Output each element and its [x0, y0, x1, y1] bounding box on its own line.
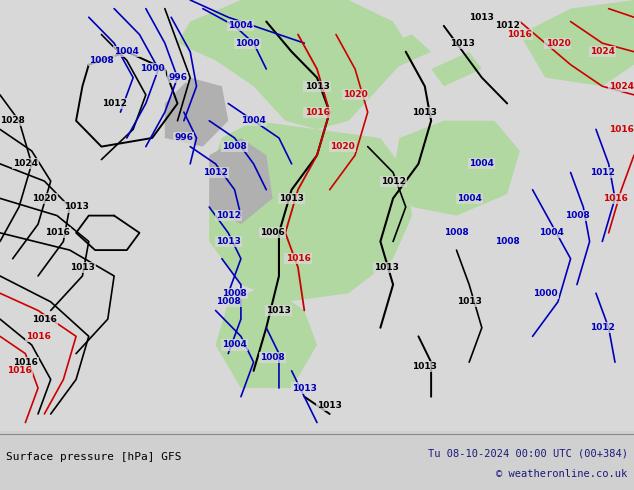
Text: 1013: 1013 — [304, 82, 330, 91]
Text: 1013: 1013 — [63, 202, 89, 212]
Polygon shape — [216, 285, 317, 388]
Text: 1016: 1016 — [507, 30, 533, 39]
Text: 1012: 1012 — [495, 22, 520, 30]
Text: 1006: 1006 — [260, 228, 285, 237]
Text: 1013: 1013 — [374, 263, 399, 272]
Text: 1008: 1008 — [444, 228, 469, 237]
Text: 996: 996 — [174, 133, 193, 143]
Polygon shape — [209, 138, 273, 224]
Text: 1024: 1024 — [13, 159, 38, 169]
Text: 1016: 1016 — [609, 125, 634, 134]
Text: 1012: 1012 — [380, 176, 406, 186]
Text: 1013: 1013 — [70, 263, 95, 272]
Text: 1008: 1008 — [89, 56, 114, 65]
Text: 1020: 1020 — [32, 194, 57, 203]
Text: 1020: 1020 — [545, 39, 571, 48]
Text: 1020: 1020 — [330, 142, 355, 151]
Text: 1012: 1012 — [101, 99, 127, 108]
Text: 1008: 1008 — [564, 211, 590, 220]
Text: 1020: 1020 — [342, 90, 368, 99]
Polygon shape — [393, 121, 520, 216]
Text: 1008: 1008 — [222, 289, 247, 298]
Polygon shape — [178, 0, 412, 129]
Text: 1000: 1000 — [235, 39, 259, 48]
Text: 1004: 1004 — [241, 116, 266, 125]
Polygon shape — [431, 52, 482, 86]
Text: 1004: 1004 — [456, 194, 482, 203]
Text: 1012: 1012 — [216, 211, 241, 220]
Text: Tu 08-10-2024 00:00 UTC (00+384): Tu 08-10-2024 00:00 UTC (00+384) — [428, 448, 628, 458]
Text: 1024: 1024 — [590, 47, 615, 56]
Text: 1013: 1013 — [292, 384, 317, 392]
Polygon shape — [209, 121, 412, 302]
Text: 1004: 1004 — [228, 22, 254, 30]
Polygon shape — [165, 77, 228, 147]
Text: 1016: 1016 — [25, 332, 51, 341]
Text: 1016: 1016 — [304, 108, 330, 117]
Text: 1013: 1013 — [412, 108, 437, 117]
Polygon shape — [520, 0, 634, 86]
Text: 1008: 1008 — [260, 353, 285, 363]
Text: 1024: 1024 — [609, 82, 634, 91]
Text: 1016: 1016 — [6, 367, 32, 375]
Text: 996: 996 — [168, 73, 187, 82]
Text: 1013: 1013 — [279, 194, 304, 203]
Text: 1000: 1000 — [140, 65, 164, 74]
Text: 1028: 1028 — [0, 116, 25, 125]
Polygon shape — [368, 34, 431, 69]
Text: 1004: 1004 — [114, 47, 139, 56]
Text: © weatheronline.co.uk: © weatheronline.co.uk — [496, 469, 628, 479]
Text: 1016: 1016 — [44, 228, 70, 237]
Text: 1008: 1008 — [222, 142, 247, 151]
Text: 1004: 1004 — [222, 341, 247, 349]
Text: 1004: 1004 — [469, 159, 495, 169]
Text: 1012: 1012 — [590, 323, 615, 332]
Text: 1016: 1016 — [602, 194, 628, 203]
Text: 1000: 1000 — [533, 289, 557, 298]
Text: 1012: 1012 — [590, 168, 615, 177]
Text: 1004: 1004 — [539, 228, 564, 237]
Text: 1013: 1013 — [450, 39, 476, 48]
Text: 1016: 1016 — [13, 358, 38, 367]
Text: 1013: 1013 — [266, 306, 292, 315]
Text: Surface pressure [hPa] GFS: Surface pressure [hPa] GFS — [6, 452, 182, 462]
Text: 1008: 1008 — [216, 297, 241, 306]
Text: 1013: 1013 — [469, 13, 495, 22]
Text: 1012: 1012 — [203, 168, 228, 177]
Text: 1013: 1013 — [216, 237, 241, 246]
Text: 1016: 1016 — [285, 254, 311, 263]
Text: 1016: 1016 — [32, 315, 57, 323]
Text: 1013: 1013 — [456, 297, 482, 306]
Text: 1008: 1008 — [495, 237, 520, 246]
Text: 1013: 1013 — [317, 401, 342, 410]
Text: 1013: 1013 — [412, 362, 437, 371]
